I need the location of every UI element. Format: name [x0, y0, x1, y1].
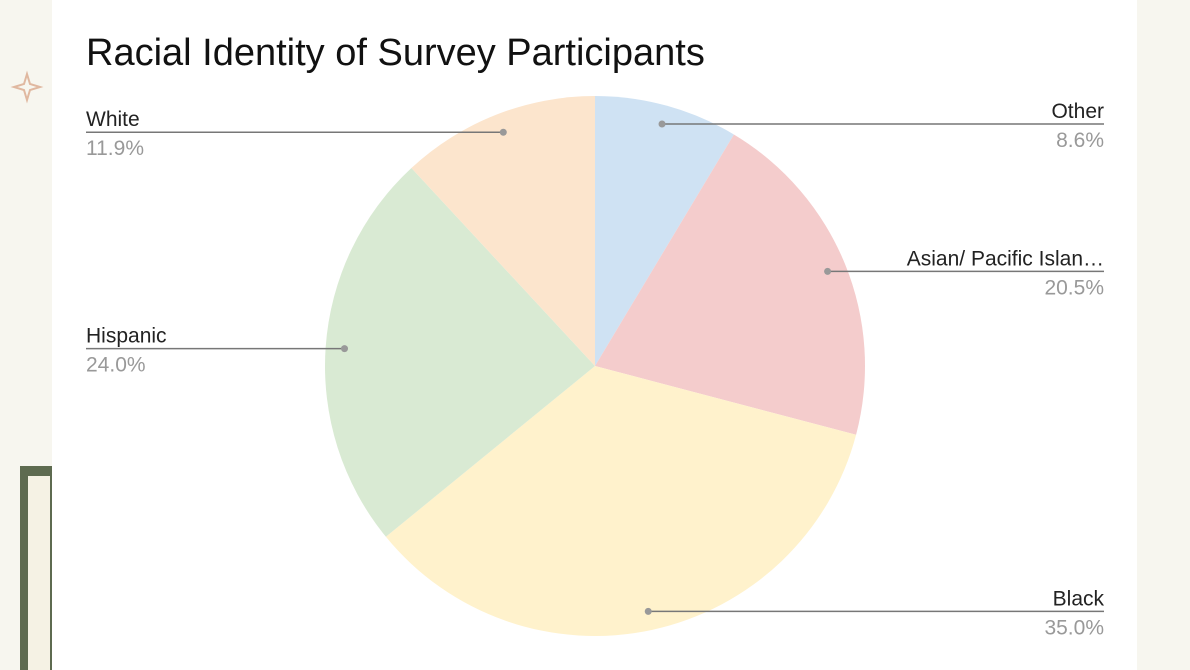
- label-name: White: [86, 108, 140, 131]
- label-value: 35.0%: [1044, 616, 1104, 639]
- label-name: Black: [1053, 587, 1105, 610]
- label-value: 11.9%: [86, 137, 144, 160]
- pie-slice: [411, 96, 595, 366]
- label-value: 20.5%: [1044, 276, 1104, 299]
- label-name: Asian/ Pacific Islan…: [907, 247, 1104, 270]
- pie-slice: [595, 96, 734, 366]
- leader-dot: [824, 267, 832, 275]
- leader-dot: [644, 607, 652, 615]
- chart-title: Racial Identity of Survey Participants: [86, 32, 705, 74]
- label-name: Hispanic: [86, 325, 167, 348]
- label-value: 8.6%: [1056, 129, 1104, 152]
- label-value: 24.0%: [86, 354, 146, 377]
- pie-slice: [325, 168, 595, 537]
- leader-dot: [340, 345, 348, 353]
- leader-dot: [658, 120, 666, 128]
- label-name: Other: [1051, 100, 1104, 123]
- pie-slice: [595, 134, 865, 435]
- decoration: [10, 70, 44, 104]
- decoration: [28, 476, 50, 670]
- pie-slice: [385, 366, 857, 636]
- leader-dot: [499, 128, 507, 136]
